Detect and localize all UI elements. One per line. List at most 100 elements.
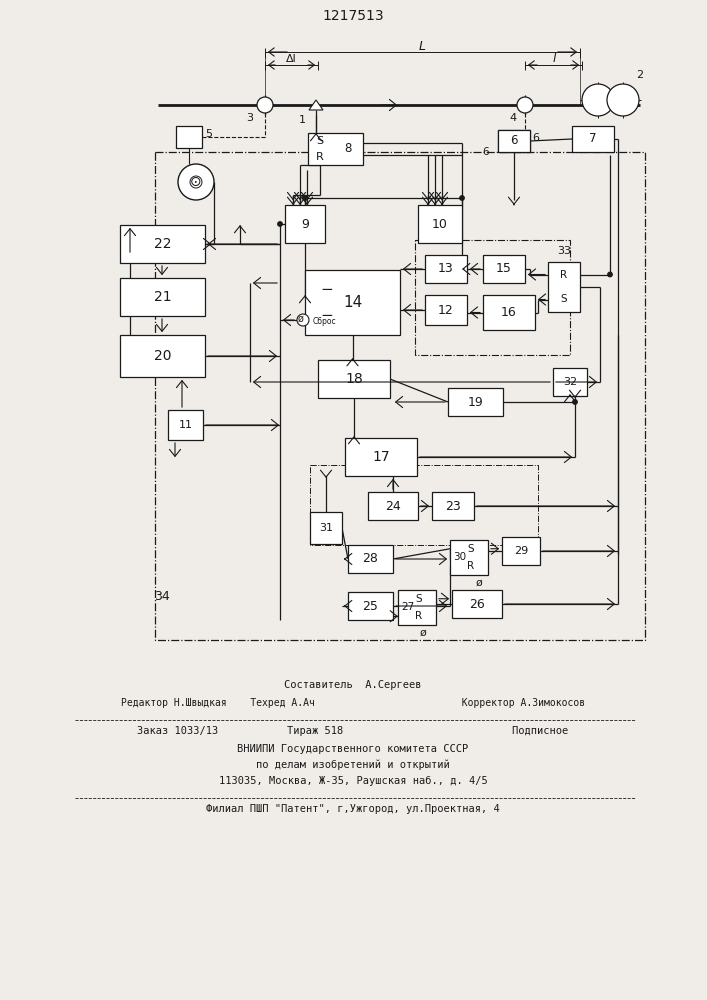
Text: 28: 28 bbox=[363, 552, 378, 566]
Text: 23: 23 bbox=[445, 499, 461, 512]
Polygon shape bbox=[309, 100, 323, 110]
Text: по делам изобретений и открытий: по делам изобретений и открытий bbox=[256, 760, 450, 770]
Bar bbox=[415, 240, 570, 355]
Text: S: S bbox=[317, 136, 324, 146]
Text: ø: ø bbox=[419, 628, 426, 638]
Text: ø: ø bbox=[475, 578, 482, 588]
Bar bbox=[155, 152, 645, 640]
Bar bbox=[348, 592, 393, 620]
Circle shape bbox=[278, 222, 282, 226]
Text: 12: 12 bbox=[438, 304, 454, 316]
Text: 19: 19 bbox=[467, 395, 484, 408]
Bar bbox=[308, 133, 363, 165]
Text: 2: 2 bbox=[636, 70, 643, 80]
Text: Δl: Δl bbox=[286, 54, 296, 64]
Bar bbox=[572, 126, 614, 152]
Bar bbox=[452, 590, 502, 618]
Text: R: R bbox=[415, 611, 423, 621]
Text: Филиал ПШП "Патент", г,Ужгород, ул.Проектная, 4: Филиал ПШП "Патент", г,Ужгород, ул.Проек… bbox=[206, 804, 500, 814]
Circle shape bbox=[297, 314, 309, 326]
Text: 16: 16 bbox=[501, 306, 517, 319]
Text: Заказ 1033/13           Тираж 518                           Подписное: Заказ 1033/13 Тираж 518 Подписное bbox=[137, 726, 568, 736]
Bar bbox=[498, 130, 530, 152]
Text: 17: 17 bbox=[372, 450, 390, 464]
Text: S: S bbox=[561, 294, 567, 304]
Bar bbox=[448, 388, 503, 416]
Bar bbox=[285, 205, 325, 243]
Text: 22: 22 bbox=[153, 237, 171, 251]
Text: 6: 6 bbox=[532, 133, 539, 143]
Bar bbox=[368, 492, 418, 520]
Text: 21: 21 bbox=[153, 290, 171, 304]
Text: 5: 5 bbox=[205, 129, 212, 139]
Text: −: − bbox=[321, 282, 334, 298]
Text: 10: 10 bbox=[432, 218, 448, 231]
Bar bbox=[548, 262, 580, 312]
Text: 9: 9 bbox=[301, 218, 309, 231]
Circle shape bbox=[517, 97, 533, 113]
Circle shape bbox=[178, 164, 214, 200]
Text: 14: 14 bbox=[343, 295, 362, 310]
Text: ВНИИПИ Государственного комитета СССР: ВНИИПИ Государственного комитета СССР bbox=[238, 744, 469, 754]
Text: R: R bbox=[316, 152, 324, 162]
Bar bbox=[483, 255, 525, 283]
Text: 4: 4 bbox=[510, 113, 517, 123]
Bar bbox=[553, 368, 587, 396]
Bar bbox=[120, 335, 205, 377]
Circle shape bbox=[573, 400, 577, 404]
Text: 7: 7 bbox=[589, 132, 597, 145]
Text: 32: 32 bbox=[563, 377, 577, 387]
Text: 6: 6 bbox=[510, 134, 518, 147]
Bar bbox=[432, 492, 474, 520]
Bar bbox=[310, 512, 342, 544]
Bar bbox=[502, 537, 540, 565]
Text: 30: 30 bbox=[453, 552, 466, 562]
Circle shape bbox=[257, 97, 273, 113]
Text: ø: ø bbox=[298, 314, 304, 324]
Bar bbox=[318, 360, 390, 398]
Text: 1: 1 bbox=[298, 115, 305, 125]
Bar bbox=[425, 295, 467, 325]
Text: 33: 33 bbox=[557, 246, 571, 256]
Bar bbox=[310, 465, 538, 545]
Text: 11: 11 bbox=[178, 420, 192, 430]
Text: 29: 29 bbox=[514, 546, 528, 556]
Text: Составитель  А.Сергеев: Составитель А.Сергеев bbox=[284, 680, 422, 690]
Bar bbox=[176, 126, 202, 148]
Text: 20: 20 bbox=[153, 349, 171, 363]
Bar bbox=[120, 278, 205, 316]
Circle shape bbox=[607, 84, 639, 116]
Text: 31: 31 bbox=[319, 523, 333, 533]
Bar bbox=[168, 410, 203, 440]
Text: ⊙: ⊙ bbox=[190, 175, 201, 189]
Text: 18: 18 bbox=[345, 372, 363, 386]
Text: l: l bbox=[552, 52, 556, 66]
Text: 1217513: 1217513 bbox=[322, 9, 384, 23]
Text: 6: 6 bbox=[483, 147, 489, 157]
Text: 15: 15 bbox=[496, 262, 512, 275]
Text: 25: 25 bbox=[363, 599, 378, 612]
Bar bbox=[498, 130, 530, 152]
Circle shape bbox=[582, 84, 614, 116]
Text: Сброс: Сброс bbox=[313, 318, 337, 326]
Circle shape bbox=[190, 176, 202, 188]
Text: R: R bbox=[467, 561, 474, 571]
Bar bbox=[418, 205, 462, 243]
Text: 27: 27 bbox=[401, 602, 414, 612]
Bar bbox=[450, 540, 488, 575]
Text: Редактор Н.Швыдкая    Техред А.Ач                         Корректор А.Зимокосов: Редактор Н.Швыдкая Техред А.Ач Корректор… bbox=[121, 698, 585, 708]
Text: 8: 8 bbox=[344, 142, 351, 155]
Bar bbox=[305, 270, 400, 335]
Bar bbox=[425, 255, 467, 283]
Circle shape bbox=[303, 196, 308, 200]
Bar bbox=[398, 590, 436, 625]
Circle shape bbox=[608, 272, 612, 277]
Bar bbox=[345, 438, 417, 476]
Text: 113035, Москва, Ж-35, Раушская наб., д. 4/5: 113035, Москва, Ж-35, Раушская наб., д. … bbox=[218, 776, 487, 786]
Text: 24: 24 bbox=[385, 499, 401, 512]
Text: L: L bbox=[419, 39, 426, 52]
Bar bbox=[120, 225, 205, 263]
Text: R: R bbox=[561, 269, 568, 279]
Text: 3: 3 bbox=[247, 113, 254, 123]
Text: −: − bbox=[321, 308, 334, 322]
